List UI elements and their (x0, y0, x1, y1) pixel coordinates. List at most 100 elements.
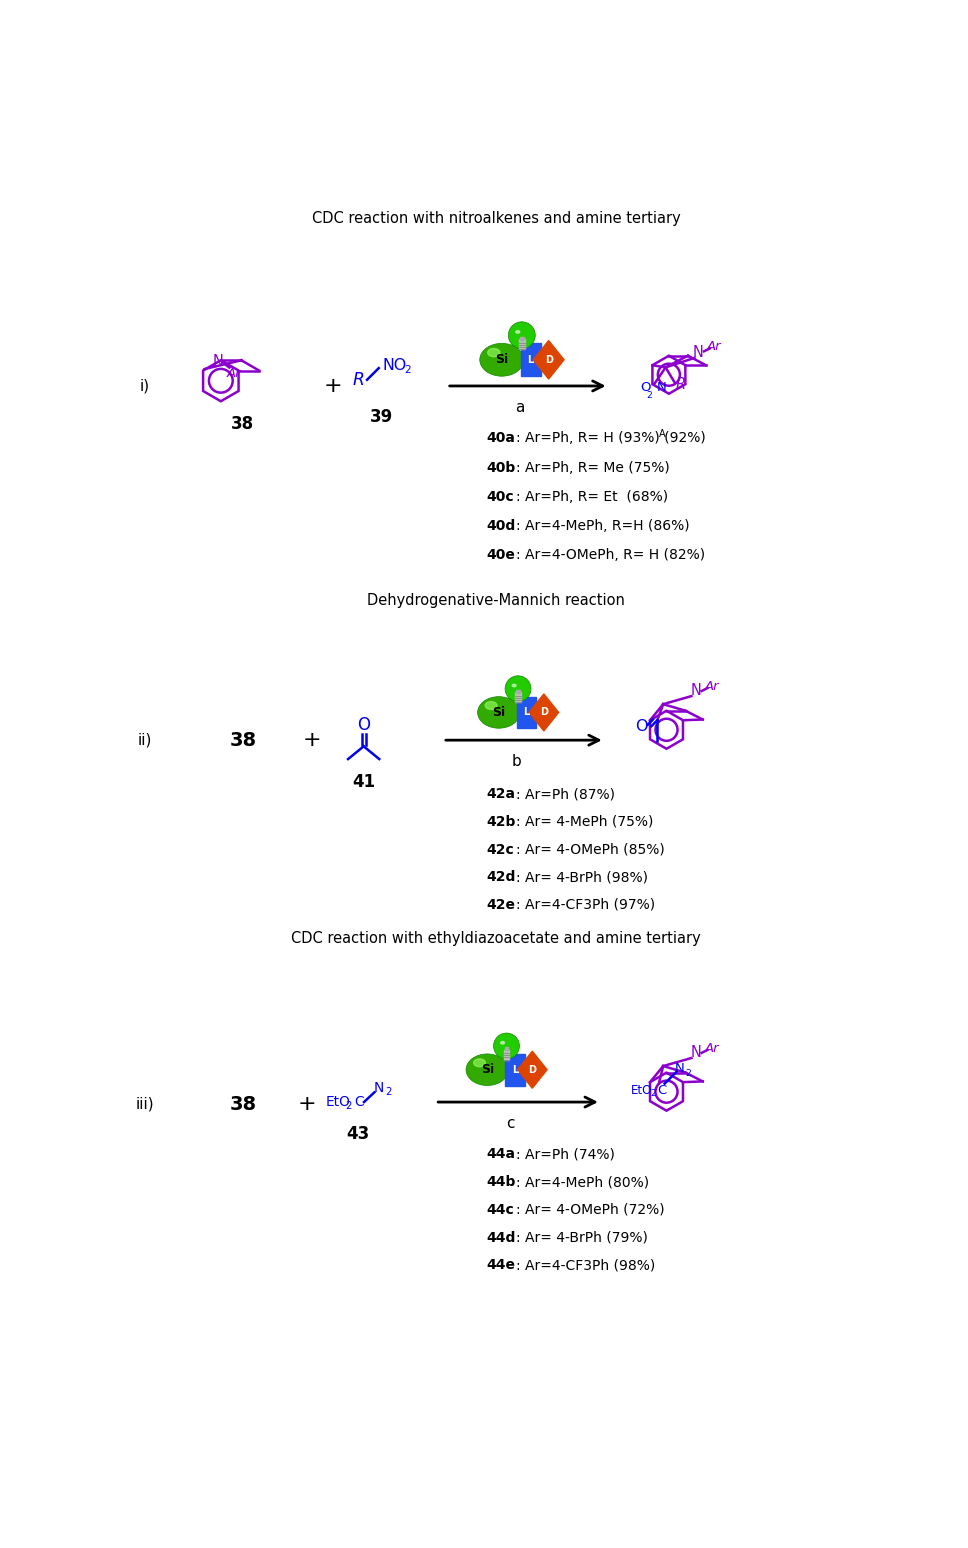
Text: 2: 2 (345, 1101, 351, 1110)
Circle shape (494, 1033, 520, 1059)
Bar (517, 697, 536, 728)
Ellipse shape (500, 1042, 504, 1043)
Bar (521, 344, 541, 376)
Text: N: N (657, 381, 667, 395)
Text: : Ar=Ph (74%): : Ar=Ph (74%) (516, 1147, 615, 1161)
Text: 2: 2 (650, 1090, 656, 1099)
Text: D: D (529, 1065, 536, 1074)
Text: C: C (657, 1085, 667, 1098)
Text: 42c: 42c (487, 842, 515, 856)
Text: R: R (352, 372, 364, 389)
Text: Ar: Ar (227, 367, 241, 379)
Text: : Ar= 4-BrPh (79%): : Ar= 4-BrPh (79%) (516, 1231, 648, 1245)
Polygon shape (529, 694, 559, 731)
Text: : Ar= 4-OMePh (85%): : Ar= 4-OMePh (85%) (516, 842, 665, 856)
Text: : Ar= 4-BrPh (98%): : Ar= 4-BrPh (98%) (516, 870, 649, 884)
Text: Si: Si (481, 1063, 494, 1076)
Circle shape (505, 676, 531, 701)
Text: 40c: 40c (487, 489, 514, 503)
Text: 42b: 42b (487, 814, 516, 828)
Bar (505, 1054, 525, 1085)
Text: D: D (540, 707, 548, 717)
Text: : Ar=Ph (87%): : Ar=Ph (87%) (516, 786, 615, 800)
Text: : Ar=4-MePh, R=H (86%): : Ar=4-MePh, R=H (86%) (516, 519, 690, 533)
Text: 2: 2 (405, 365, 411, 375)
Text: 40a: 40a (487, 432, 516, 446)
Text: 40b: 40b (487, 461, 516, 475)
Text: L: L (524, 707, 529, 717)
Text: N: N (690, 684, 701, 698)
Bar (519, 339, 525, 350)
Polygon shape (518, 1051, 547, 1088)
Text: : Ar=Ph, R= Me (75%): : Ar=Ph, R= Me (75%) (516, 461, 670, 475)
Text: O: O (635, 718, 648, 734)
Bar (504, 1048, 508, 1050)
Text: O: O (357, 717, 370, 734)
Text: 42e: 42e (487, 898, 516, 912)
Text: 44e: 44e (487, 1259, 516, 1272)
Text: +: + (323, 376, 342, 396)
Ellipse shape (466, 1054, 508, 1085)
Text: N: N (690, 1045, 701, 1060)
Text: 44c: 44c (487, 1203, 515, 1217)
Ellipse shape (485, 701, 497, 709)
Text: b: b (511, 754, 521, 769)
Bar (520, 336, 524, 339)
Text: Si: Si (496, 353, 508, 367)
Text: Dehydrogenative-Mannich reaction: Dehydrogenative-Mannich reaction (367, 593, 625, 607)
Ellipse shape (512, 684, 516, 687)
Ellipse shape (516, 331, 520, 333)
Ellipse shape (480, 344, 524, 376)
Text: Ar: Ar (707, 341, 721, 353)
Text: iii): iii) (136, 1098, 154, 1111)
Text: i): i) (140, 378, 150, 393)
Text: 42a: 42a (487, 786, 516, 800)
Text: N: N (675, 1062, 684, 1076)
Text: 2: 2 (685, 1068, 691, 1077)
Text: 44d: 44d (487, 1231, 516, 1245)
Bar (515, 692, 521, 703)
Text: : Ar=4-OMePh, R= H (82%): : Ar=4-OMePh, R= H (82%) (516, 548, 706, 562)
Text: : Ar=4-MePh (80%): : Ar=4-MePh (80%) (516, 1175, 650, 1189)
Text: 40d: 40d (487, 519, 516, 533)
Bar (516, 690, 520, 694)
Text: L: L (528, 354, 533, 365)
Text: Ar: Ar (705, 680, 719, 694)
Text: Si: Si (493, 706, 505, 718)
Text: 44a: 44a (487, 1147, 516, 1161)
Ellipse shape (477, 697, 520, 728)
Text: +: + (303, 731, 321, 751)
Text: EtO: EtO (631, 1085, 652, 1098)
Text: +: + (297, 1094, 316, 1115)
Text: 43: 43 (347, 1125, 370, 1144)
Text: : Ar= 4-OMePh (72%): : Ar= 4-OMePh (72%) (516, 1203, 665, 1217)
Text: CDC reaction with nitroalkenes and amine tertiary: CDC reaction with nitroalkenes and amine… (312, 212, 681, 226)
Text: 40e: 40e (487, 548, 516, 562)
Circle shape (508, 322, 535, 348)
Text: 2: 2 (647, 390, 652, 399)
Text: c: c (506, 1116, 515, 1132)
Text: N: N (212, 354, 223, 370)
Text: : Ar=4-CF3Ph (98%): : Ar=4-CF3Ph (98%) (516, 1259, 655, 1272)
Text: 38: 38 (231, 415, 255, 433)
Text: N: N (374, 1081, 384, 1094)
Text: : Ar= 4-MePh (75%): : Ar= 4-MePh (75%) (516, 814, 653, 828)
Text: 42d: 42d (487, 870, 516, 884)
Text: 38: 38 (229, 731, 257, 749)
Text: EtO: EtO (325, 1094, 350, 1108)
Text: A: A (658, 429, 665, 438)
Text: L: L (512, 1065, 518, 1074)
Text: D: D (545, 354, 553, 365)
Text: N: N (693, 345, 704, 361)
Text: 39: 39 (370, 407, 393, 426)
Text: 38: 38 (229, 1094, 257, 1115)
Ellipse shape (473, 1059, 486, 1067)
Text: ii): ii) (137, 732, 152, 748)
Polygon shape (533, 341, 564, 379)
Bar (503, 1050, 509, 1059)
Text: CDC reaction with ethyldiazoacetate and amine tertiary: CDC reaction with ethyldiazoacetate and … (291, 932, 701, 946)
Ellipse shape (488, 348, 499, 356)
Text: NO: NO (382, 358, 407, 373)
Text: 44b: 44b (487, 1175, 516, 1189)
Text: Ar: Ar (705, 1042, 719, 1056)
